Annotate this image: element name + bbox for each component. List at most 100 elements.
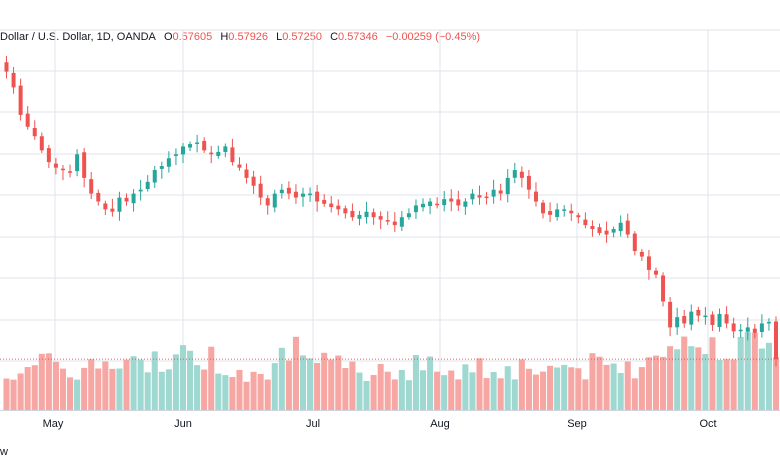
candle-body xyxy=(442,199,447,206)
candle-body xyxy=(18,85,23,115)
volume-bar xyxy=(709,337,716,410)
candle-body xyxy=(731,323,736,332)
candle-body xyxy=(364,211,369,218)
candle-body xyxy=(209,152,214,155)
volume-bar xyxy=(448,370,455,410)
volume-bar xyxy=(59,368,67,410)
candle-body xyxy=(336,205,341,210)
candle-body xyxy=(449,198,454,202)
high-value: 0.57926 xyxy=(228,31,269,43)
volume-bar xyxy=(95,368,102,410)
candle-body xyxy=(11,72,16,88)
candle-body xyxy=(195,142,200,144)
price-chart[interactable]: May Jun Jul Aug Sep Oct xyxy=(0,0,780,445)
volume-bar xyxy=(158,371,165,410)
candlesticks xyxy=(4,56,778,367)
volume-bar xyxy=(511,379,518,410)
volume-bar xyxy=(285,360,292,410)
volume-bar xyxy=(264,379,271,410)
volume-bar xyxy=(243,381,250,410)
volume-bar xyxy=(229,377,236,410)
volume-bar xyxy=(102,361,109,410)
candle-body xyxy=(392,221,397,226)
volume-bar xyxy=(328,359,335,410)
candle-body xyxy=(371,212,376,218)
volume-bar xyxy=(667,346,674,410)
candle-body xyxy=(696,309,701,316)
candle-body xyxy=(745,327,750,332)
volume-bar xyxy=(299,355,307,410)
candle-body xyxy=(428,201,433,207)
volume-bar xyxy=(441,375,448,410)
volume-bar xyxy=(172,354,179,410)
volume-bar xyxy=(695,347,702,410)
low-value: 0.57250 xyxy=(282,31,322,43)
candle-body xyxy=(646,256,651,270)
volume-bar xyxy=(45,353,52,410)
candle-body xyxy=(357,214,362,219)
candle-body xyxy=(759,323,764,332)
volume-bar xyxy=(610,363,617,410)
candle-body xyxy=(60,168,65,171)
x-tick-label: Jun xyxy=(174,418,192,430)
volume-bar xyxy=(412,354,419,410)
volume-bar xyxy=(547,365,554,410)
open-label: O xyxy=(163,31,173,43)
volume-bar xyxy=(525,368,532,410)
volume-bar xyxy=(222,375,229,410)
candle-body xyxy=(583,219,588,226)
volume-bar xyxy=(434,371,441,410)
volume-bar xyxy=(561,364,568,410)
candle-body xyxy=(343,208,348,214)
candle-body xyxy=(435,203,440,206)
volume-bars xyxy=(3,332,780,410)
volume-bar xyxy=(208,346,215,410)
candle-body xyxy=(611,229,616,233)
candle-body xyxy=(752,328,757,333)
candle-body xyxy=(406,213,411,218)
volume-bar xyxy=(532,374,540,410)
candle-body xyxy=(251,176,256,186)
volume-bar xyxy=(52,361,59,410)
volume-bar xyxy=(271,363,278,410)
volume-bar xyxy=(349,361,356,410)
candle-body xyxy=(322,199,327,204)
candle-body xyxy=(39,136,44,151)
volume-bar xyxy=(31,365,38,410)
candle-body xyxy=(32,127,37,137)
symbol-name: Dollar / U.S. Dollar, 1D, OANDA xyxy=(0,31,156,43)
volume-bar xyxy=(307,358,314,410)
volume-bar xyxy=(730,359,737,410)
candle-body xyxy=(272,193,277,208)
volume-bar xyxy=(179,345,187,410)
x-tick-label: Jul xyxy=(306,418,320,430)
volume-bar xyxy=(370,375,377,410)
candle-body xyxy=(505,177,510,195)
candle-body xyxy=(216,151,221,156)
volume-bar xyxy=(716,359,723,410)
candle-body xyxy=(96,192,101,202)
volume-bar xyxy=(116,368,123,410)
volume-bar xyxy=(123,359,130,410)
volume-bar xyxy=(314,362,321,410)
symbol-legend: Dollar / U.S. Dollar, 1D, OANDA O0.57605… xyxy=(0,31,485,43)
candle-body xyxy=(286,187,291,194)
candle-body xyxy=(385,220,390,222)
volume-bar xyxy=(765,342,772,410)
candle-body xyxy=(590,226,595,230)
volume-bar xyxy=(24,367,31,410)
candle-body xyxy=(470,193,475,200)
high-label: H xyxy=(220,31,229,43)
candle-body xyxy=(223,146,228,152)
candle-body xyxy=(413,205,418,213)
candle-body xyxy=(53,163,58,168)
candle-body xyxy=(103,203,108,210)
candle-body xyxy=(244,169,249,178)
candle-body xyxy=(456,199,461,206)
volume-bar xyxy=(405,380,412,410)
footer-text: w xyxy=(0,446,8,458)
volume-bar xyxy=(151,351,158,410)
change-value: −0.00259 (−0.45%) xyxy=(385,31,481,43)
volume-bar xyxy=(554,367,561,410)
x-tick-label: Aug xyxy=(430,418,450,430)
